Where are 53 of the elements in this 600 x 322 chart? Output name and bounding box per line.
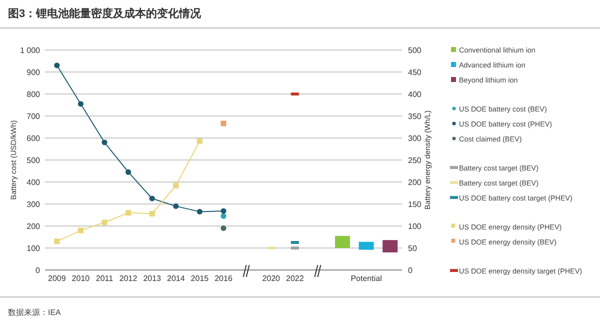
point — [220, 225, 226, 231]
chart-title: 图3：锂电池能量密度及成本的变化情况 — [8, 7, 202, 20]
point — [102, 220, 108, 226]
point — [220, 208, 226, 214]
y2-tick-label: 500 — [408, 46, 422, 55]
x-tick-label: 2020 — [262, 274, 281, 283]
y2-tick-label: 200 — [408, 178, 422, 187]
y-tick-label: 600 — [26, 134, 41, 143]
source-note: 数据来源：IEA — [8, 308, 62, 317]
y2-tick-label: 0 — [408, 266, 413, 275]
y-tick-label: 700 — [26, 112, 41, 121]
y2-tick-label: 250 — [408, 156, 422, 165]
y-tick-label: 800 — [26, 90, 41, 99]
point — [102, 140, 108, 146]
x-tick-label: Potential — [350, 274, 382, 283]
point — [149, 210, 155, 216]
y-tick-label: 200 — [26, 222, 41, 231]
point — [54, 238, 60, 244]
point — [196, 138, 202, 144]
point — [54, 62, 60, 68]
y-tick-label: 900 — [26, 68, 41, 77]
y2-tick-label: 50 — [408, 244, 418, 253]
y2-tick-label: 150 — [408, 200, 422, 209]
y-tick-label: 0 — [36, 266, 41, 275]
y-tick-label: 100 — [26, 244, 41, 253]
point — [126, 210, 132, 216]
point — [173, 203, 179, 209]
x-tick-label: 2015 — [190, 274, 210, 283]
x-tick-label: 2022 — [286, 274, 304, 283]
y2-tick-label: 350 — [408, 112, 422, 121]
point — [220, 213, 226, 219]
x-tick-label: 2010 — [72, 274, 90, 283]
x-tick-label: 2013 — [143, 274, 162, 283]
x-tick-label: 2012 — [119, 274, 138, 283]
point — [220, 120, 226, 126]
y-tick-label: 1 000 — [20, 46, 41, 55]
y-tick-label: 400 — [26, 178, 41, 187]
point — [196, 208, 202, 214]
point — [126, 169, 132, 175]
x-tick-label: 2016 — [214, 274, 233, 283]
y2-tick-label: 400 — [408, 90, 422, 99]
point — [149, 196, 155, 202]
y2-tick-label: 450 — [408, 68, 422, 77]
x-tick-label: 2011 — [96, 274, 114, 283]
point — [78, 101, 84, 107]
point — [173, 182, 179, 188]
x-tick-label: 2014 — [167, 274, 186, 283]
y2-tick-label: 300 — [408, 134, 422, 143]
y2-tick-label: 100 — [408, 222, 422, 231]
point — [78, 228, 84, 234]
y-tick-label: 500 — [26, 156, 41, 165]
y-tick-label: 300 — [26, 200, 41, 209]
x-tick-label: 2009 — [48, 274, 66, 283]
